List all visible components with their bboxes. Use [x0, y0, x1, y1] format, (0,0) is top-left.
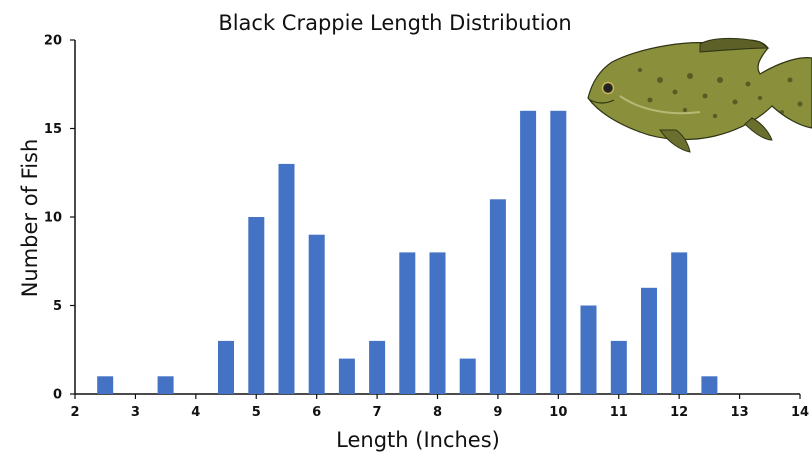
x-tick-label: 13	[731, 405, 749, 420]
bar-12	[671, 252, 688, 394]
black-crappie-fish-icon	[587, 37, 812, 153]
x-tick-label: 8	[433, 405, 442, 420]
y-tick-label: 0	[53, 388, 62, 403]
bar-5	[248, 217, 265, 394]
y-tick-label: 15	[44, 122, 62, 137]
chart-title: Black Crappie Length Distribution	[218, 11, 571, 35]
x-tick-label: 3	[131, 405, 140, 420]
x-axis-ticks: 2 3 4 5 6 7 8 9 10 11 12 13 14	[70, 394, 809, 420]
bar-11	[610, 340, 627, 394]
x-tick-label: 4	[191, 405, 200, 420]
y-axis-ticks: 0 5 10 15 20	[44, 34, 75, 403]
x-tick-label: 11	[610, 405, 628, 420]
x-axis-label: Length (Inches)	[336, 428, 500, 452]
bars	[97, 110, 718, 395]
bar-2.5	[97, 376, 114, 394]
y-axis-label: Number of Fish	[18, 139, 42, 298]
x-tick-label: 10	[549, 405, 567, 420]
bar-5.5	[278, 163, 295, 394]
x-tick-label: 7	[373, 405, 382, 420]
x-tick-label: 5	[252, 405, 261, 420]
bar-4.5	[218, 340, 234, 394]
bar-10	[550, 110, 567, 395]
x-tick-label: 2	[70, 405, 79, 420]
x-tick-label: 12	[670, 405, 688, 420]
bar-7	[369, 340, 386, 394]
bar-6	[308, 234, 325, 394]
bar-12.5	[701, 376, 718, 394]
x-tick-label: 9	[493, 405, 502, 420]
y-tick-label: 10	[44, 211, 62, 226]
bar-7.5	[399, 252, 416, 394]
bar-9.5	[520, 110, 537, 395]
bar-3.5	[157, 376, 174, 394]
y-tick-label: 20	[44, 34, 62, 49]
bar-9	[489, 199, 506, 394]
bar-10.5	[580, 305, 597, 394]
bar-8	[429, 252, 446, 394]
y-tick-label: 5	[53, 299, 62, 314]
x-tick-label: 14	[791, 405, 809, 420]
bar-8.5	[459, 358, 476, 394]
bar-6.5	[338, 358, 355, 394]
x-tick-label: 6	[312, 405, 321, 420]
bar-11.5	[641, 287, 657, 394]
